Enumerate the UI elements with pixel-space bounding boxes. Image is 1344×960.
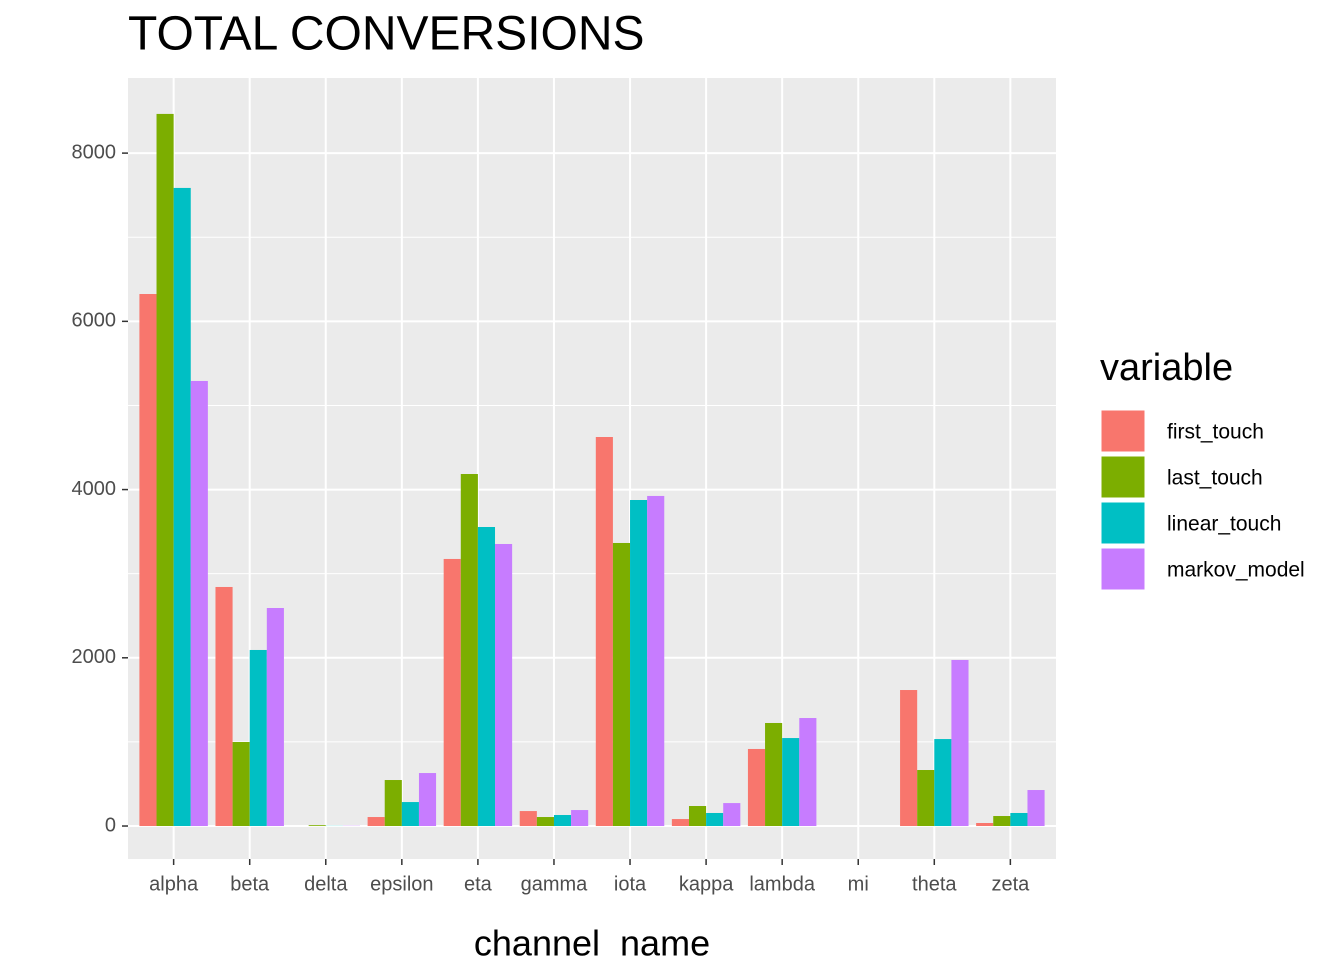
x-tick-label: mi: [848, 873, 869, 895]
x-tick-label: iota: [614, 873, 647, 895]
bar: [951, 659, 969, 827]
legend-key: [1100, 409, 1146, 453]
bar: [367, 817, 385, 827]
bar: [900, 690, 918, 827]
bar: [1027, 790, 1045, 827]
y-tick-label: 8000: [72, 141, 117, 163]
bar: [993, 816, 1011, 827]
bar: [976, 822, 994, 827]
bar: [630, 500, 648, 827]
y-tick-label: 2000: [72, 646, 117, 668]
y-tick-label: 0: [105, 814, 116, 836]
x-tick-label: beta: [230, 873, 270, 895]
bar: [765, 722, 783, 827]
x-tick-label: epsilon: [370, 873, 433, 895]
bar: [173, 187, 191, 827]
bar: [249, 649, 267, 827]
x-tick-label: delta: [304, 873, 348, 895]
bar: [495, 543, 513, 827]
x-tick-label: zeta: [991, 873, 1030, 895]
bar: [782, 738, 800, 827]
legend-title: variable: [1100, 347, 1233, 389]
legend-key: [1100, 547, 1146, 591]
legend-label: markov_model: [1167, 559, 1305, 582]
bar: [934, 739, 952, 827]
bar: [671, 819, 689, 827]
x-tick-label: eta: [464, 873, 493, 895]
bar: [401, 802, 419, 827]
chart-title: TOTAL CONVERSIONS: [128, 8, 645, 61]
bar: [799, 718, 817, 827]
bar: [595, 436, 613, 827]
bar: [139, 294, 157, 827]
y-tick-label: 6000: [72, 310, 117, 332]
x-tick-label: lambda: [749, 873, 815, 895]
bar: [536, 817, 554, 827]
x-tick-label: alpha: [149, 873, 199, 895]
x-tick-label: theta: [912, 873, 957, 895]
bar: [647, 495, 665, 827]
legend-label: linear_touch: [1167, 513, 1281, 536]
x-tick-label: gamma: [521, 873, 589, 895]
x-tick-label: kappa: [679, 873, 734, 895]
bar: [384, 780, 402, 827]
legend-label: last_touch: [1167, 467, 1263, 490]
bar: [460, 474, 478, 827]
legend-label: first_touch: [1167, 421, 1264, 444]
bar: [156, 113, 174, 827]
bar: [723, 803, 741, 827]
bar: [553, 815, 572, 827]
legend-key: [1100, 455, 1146, 499]
bar: [266, 608, 284, 827]
bar: [308, 825, 326, 827]
bars: [139, 113, 1045, 827]
bar: [571, 810, 589, 827]
legend-key: [1100, 501, 1146, 545]
bar: [706, 812, 724, 827]
bar: [747, 748, 766, 827]
bar: [477, 527, 496, 827]
bar: [917, 770, 935, 827]
x-axis-title: channel_name: [474, 923, 710, 960]
bar: [612, 542, 631, 827]
bar: [519, 811, 537, 827]
bar: [688, 806, 707, 827]
bar: [215, 586, 233, 827]
bar: [232, 741, 250, 827]
bar: [190, 380, 208, 827]
bar: [418, 773, 437, 827]
bar: [443, 558, 461, 827]
y-tick-label: 4000: [72, 478, 117, 500]
bar: [1010, 812, 1028, 827]
